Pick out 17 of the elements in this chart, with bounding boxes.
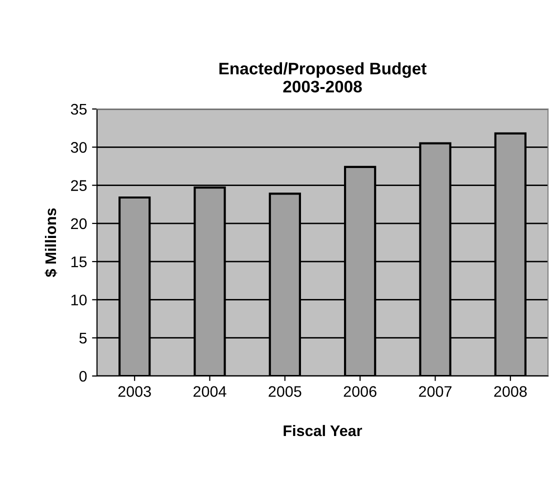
y-axis-title: $ Millions xyxy=(44,208,58,278)
x-tick-label: 2005 xyxy=(268,386,302,397)
x-tick-label: 2006 xyxy=(344,386,376,397)
y-tick-label: 25 xyxy=(71,180,87,191)
y-tick-label: 15 xyxy=(71,256,87,268)
x-tick-label: 2004 xyxy=(194,386,226,397)
x-axis-title: Fiscal Year xyxy=(284,424,362,436)
x-tick-label: 2003 xyxy=(118,386,151,397)
y-tick-label: 30 xyxy=(70,142,87,153)
y-tick-label: 20 xyxy=(71,218,87,230)
y-tick-label: 5 xyxy=(79,332,87,344)
y-tick-label: 10 xyxy=(71,294,87,306)
x-tick-label: 2008 xyxy=(494,386,527,397)
chart-title: Enacted/Proposed Budget 2003-2008 xyxy=(219,62,426,93)
y-tick-label: 0 xyxy=(79,370,87,382)
y-tick-label: 35 xyxy=(70,104,87,115)
x-tick-label: 2007 xyxy=(419,386,452,397)
